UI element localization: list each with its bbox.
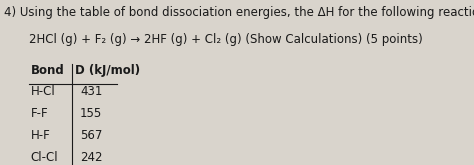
Text: 4) Using the table of bond dissociation energies, the ΔH for the following react: 4) Using the table of bond dissociation … <box>4 6 474 19</box>
Text: Cl-Cl: Cl-Cl <box>30 151 58 164</box>
Text: 155: 155 <box>80 107 102 120</box>
Text: 2HCl (g) + F₂ (g) → 2HF (g) + Cl₂ (g) (Show Calculations) (5 points): 2HCl (g) + F₂ (g) → 2HF (g) + Cl₂ (g) (S… <box>29 33 423 46</box>
Text: 242: 242 <box>80 151 103 164</box>
Text: F-F: F-F <box>30 107 48 120</box>
Text: 431: 431 <box>80 85 102 98</box>
Text: D (kJ/mol): D (kJ/mol) <box>74 64 140 77</box>
Text: H-F: H-F <box>30 129 50 142</box>
Text: H-Cl: H-Cl <box>30 85 55 98</box>
Text: 567: 567 <box>80 129 102 142</box>
Text: Bond: Bond <box>30 64 64 77</box>
